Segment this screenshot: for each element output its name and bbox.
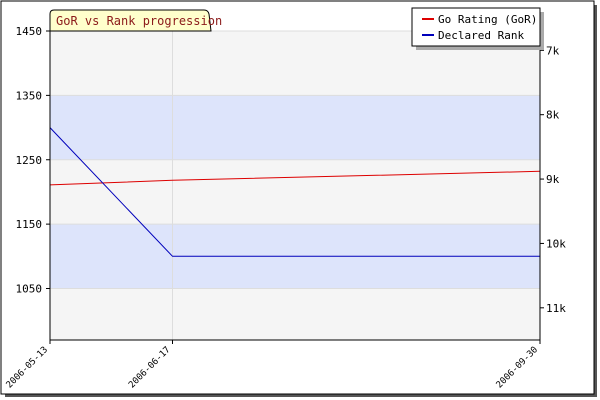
left-tick-label: 1050 xyxy=(16,283,43,296)
right-tick-label: 9k xyxy=(546,173,560,186)
plot-background xyxy=(50,31,540,340)
plot-area xyxy=(50,31,540,340)
left-tick-label: 1450 xyxy=(16,25,43,38)
legend-label: Declared Rank xyxy=(438,29,524,42)
legend-label: Go Rating (GoR) xyxy=(438,13,537,26)
left-tick-label: 1150 xyxy=(16,218,43,231)
left-tick-label: 1250 xyxy=(16,154,43,167)
legend-items: Go Rating (GoR) Declared Rank xyxy=(422,13,537,42)
right-tick-label: 7k xyxy=(546,44,560,57)
title-tab-shape xyxy=(49,9,212,32)
series-line-go-rating-gor xyxy=(49,170,541,186)
right-tick-label: 8k xyxy=(546,109,560,122)
series-layer xyxy=(49,127,541,257)
left-tick-label: 1350 xyxy=(16,89,43,102)
right-tick-label: 10k xyxy=(546,237,566,250)
series-line-declared-rank xyxy=(49,127,540,257)
chart-title: GoR vs Rank progression xyxy=(56,14,222,28)
legend-box xyxy=(411,7,541,47)
legend: Go Rating (GoR) Declared Rank xyxy=(411,7,544,50)
right-tick-label: 11k xyxy=(546,302,566,315)
chart-title-tab: GoR vs Rank progression xyxy=(49,9,222,32)
rank-band xyxy=(50,95,540,160)
